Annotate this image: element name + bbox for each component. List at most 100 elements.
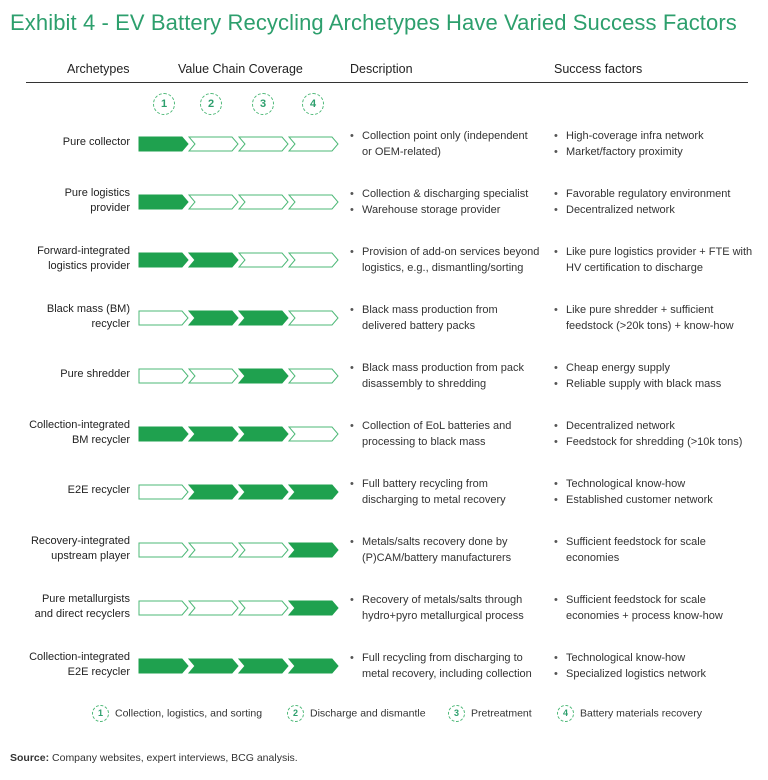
coverage-stage-filled	[187, 484, 239, 500]
coverage-stage-filled	[287, 542, 339, 558]
source-label: Source:	[10, 752, 50, 764]
description-line: disassembly to shredding	[362, 378, 487, 390]
legend-number-2: 2	[287, 705, 304, 722]
description: Full recycling from discharging to metal …	[350, 650, 550, 682]
coverage-stage-empty	[287, 136, 339, 152]
archetype-name-line: E2E recycler	[67, 666, 130, 678]
description-line: discharging to metal recovery	[362, 494, 506, 506]
legend-label-1: Collection, logistics, and sorting	[115, 707, 263, 720]
description: Black mass production from delivered batt…	[350, 302, 550, 334]
archetype-name: Pure collector	[63, 135, 130, 150]
header-description: Description	[350, 62, 413, 76]
success-factors-bullet: Cheap energy supply	[554, 360, 764, 376]
description: Collection of EoL batteries and processin…	[350, 418, 550, 450]
archetype-name-line: E2E recycler	[67, 484, 130, 496]
coverage-stage-filled	[237, 658, 289, 674]
archetype-name-line: Forward-integrated	[37, 245, 130, 257]
coverage-stage-filled	[187, 310, 239, 326]
coverage-stage-empty	[237, 194, 289, 210]
success-factors-bullet: Market/factory proximity	[554, 144, 764, 160]
success-factors-bullet: Established customer network	[554, 492, 764, 508]
description-bullet: Collection of EoL batteries and processin…	[350, 418, 550, 450]
archetype-name-line: Black mass (BM)	[46, 303, 130, 315]
success-factors-line: Like pure shredder + sufficient	[566, 304, 714, 316]
coverage-stage-empty	[138, 484, 189, 500]
description-line: Recovery of metals/salts through	[362, 594, 523, 606]
success-factors: Sufficient feedstock for scale economies	[554, 534, 764, 566]
archetype-name-line: Collection-integrated	[29, 651, 130, 663]
description: Full battery recycling from discharging t…	[350, 476, 550, 508]
legend-number-3: 3	[448, 705, 465, 722]
description-line: Collection & discharging specialist	[362, 188, 529, 200]
archetype-name-line: logistics provider	[48, 260, 130, 272]
value-chain-coverage	[138, 310, 339, 326]
coverage-stage-empty	[287, 252, 339, 268]
archetype-name-line: Pure logistics	[64, 187, 130, 199]
description-line: (P)CAM/battery manufacturers	[362, 552, 512, 564]
legend-number-1: 1	[92, 705, 109, 722]
legend-label-4: Battery materials recovery	[580, 707, 702, 720]
success-factors-line: Like pure logistics provider + FTE with	[566, 246, 753, 258]
stage-number-4: 4	[302, 93, 324, 115]
stage-number-3: 3	[252, 93, 274, 115]
header-rule	[26, 82, 748, 83]
description-line: Black mass production from	[362, 304, 498, 316]
coverage-stage-filled	[187, 658, 239, 674]
description-bullet: Full battery recycling from discharging t…	[350, 476, 550, 508]
coverage-stage-filled	[237, 484, 289, 500]
success-factors-line: Market/factory proximity	[566, 146, 683, 158]
success-factors-line: Specialized logistics network	[566, 668, 707, 680]
description-bullet: Black mass production from pack disassemb…	[350, 360, 550, 392]
legend-item-4: 4 Battery materials recovery	[557, 705, 702, 722]
coverage-stage-empty	[138, 600, 189, 616]
success-factors-bullet: Reliable supply with black mass	[554, 376, 764, 392]
success-factors-line: Technological know-how	[566, 478, 686, 490]
description-line: Metals/salts recovery done by	[362, 536, 508, 548]
success-factors: Technological know-how Specialized logist…	[554, 650, 764, 682]
archetype-name-line: Recovery-integrated	[30, 535, 130, 547]
coverage-stage-empty	[237, 542, 289, 558]
success-factors-line: Decentralized network	[566, 420, 675, 432]
description-bullet: Provision of add-on services beyond logis…	[350, 244, 550, 276]
coverage-stage-empty	[237, 252, 289, 268]
success-factors-line: feedstock (>20k tons) + know-how	[566, 320, 734, 332]
archetype-name-line: Pure metallurgists	[41, 593, 130, 605]
description-bullet: Metals/salts recovery done by (P)CAM/batt…	[350, 534, 550, 566]
success-factors-line: Feedstock for shredding (>10k tons)	[566, 436, 743, 448]
success-factors-bullet: Feedstock for shredding (>10k tons)	[554, 434, 764, 450]
success-factors: Favorable regulatory environment Decentra…	[554, 186, 764, 218]
coverage-stage-filled	[287, 484, 339, 500]
success-factors-bullet: Sufficient feedstock for scale economies …	[554, 592, 764, 624]
coverage-stage-empty	[237, 600, 289, 616]
success-factors-line: High-coverage infra network	[566, 130, 704, 142]
stage-number-1: 1	[153, 93, 175, 115]
success-factors: Like pure shredder + sufficient feedstock…	[554, 302, 764, 334]
description-line: Collection point only (independent	[362, 130, 528, 142]
description: Collection point only (independent or OEM…	[350, 128, 550, 160]
description-line: Warehouse storage provider	[362, 204, 501, 216]
description-line: Black mass production from pack	[362, 362, 525, 374]
legend-item-3: 3 Pretreatment	[448, 705, 532, 722]
success-factors: Technological know-how Established custom…	[554, 476, 764, 508]
archetype-name-line: and direct recyclers	[34, 608, 130, 620]
success-factors-line: Decentralized network	[566, 204, 675, 216]
description-line: delivered battery packs	[362, 320, 476, 332]
success-factors-bullet: Technological know-how	[554, 476, 764, 492]
success-factors: High-coverage infra network Market/factor…	[554, 128, 764, 160]
description-bullet: Recovery of metals/salts through hydro+py…	[350, 592, 550, 624]
success-factors-bullet: Like pure shredder + sufficient feedstock…	[554, 302, 764, 334]
success-factors-line: economies	[566, 552, 620, 564]
archetype-name: Collection-integrated BM recycler	[29, 418, 130, 448]
archetype-name-line: Pure collector	[62, 136, 130, 148]
description: Collection & discharging specialist Wareh…	[350, 186, 550, 218]
description-line: Provision of add-on services beyond	[362, 246, 540, 258]
coverage-stage-filled	[138, 136, 189, 152]
description-line: metal recovery, including collection	[362, 668, 532, 680]
success-factors-line: Favorable regulatory environment	[566, 188, 731, 200]
description: Recovery of metals/salts through hydro+py…	[350, 592, 550, 624]
value-chain-coverage	[138, 194, 339, 210]
description-bullet: Collection point only (independent or OEM…	[350, 128, 550, 160]
coverage-stage-empty	[187, 194, 239, 210]
header-archetypes: Archetypes	[67, 62, 130, 76]
legend-item-2: 2 Discharge and dismantle	[287, 705, 426, 722]
